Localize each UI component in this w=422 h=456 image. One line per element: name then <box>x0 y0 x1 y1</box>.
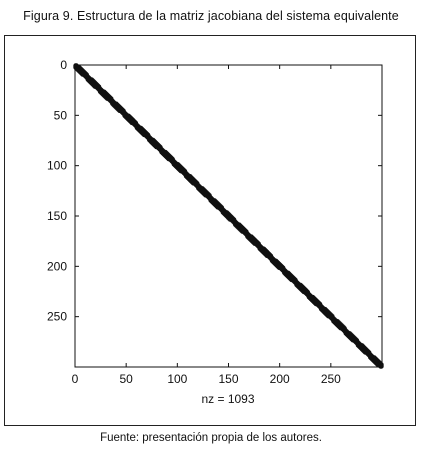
y-tick-label: 250 <box>47 310 67 324</box>
figure-frame <box>4 35 416 426</box>
x-axis-label: nz = 1093 <box>201 392 254 406</box>
x-tick-label: 250 <box>321 372 341 386</box>
y-tick-label: 150 <box>47 209 67 223</box>
x-tick-label: 0 <box>72 372 79 386</box>
x-axis-ticks: 0 50 100 150 200 250 <box>72 65 341 386</box>
y-tick-label: 200 <box>47 259 67 273</box>
x-tick-label: 50 <box>119 372 133 386</box>
source-note: Fuente: presentación propia de los autor… <box>100 432 322 444</box>
y-tick-label: 100 <box>47 159 67 173</box>
y-tick-label: 0 <box>60 58 67 72</box>
sparsity-marks <box>73 63 384 369</box>
y-axis-ticks: 0 50 100 150 200 250 <box>47 58 382 324</box>
y-tick-label: 50 <box>54 108 68 122</box>
x-tick-label: 150 <box>218 372 238 386</box>
figure-title: Figura 9. Estructura de la matriz jacobi… <box>23 9 399 23</box>
x-tick-label: 100 <box>167 372 187 386</box>
x-tick-label: 200 <box>270 372 290 386</box>
nonzero-point <box>379 364 384 369</box>
